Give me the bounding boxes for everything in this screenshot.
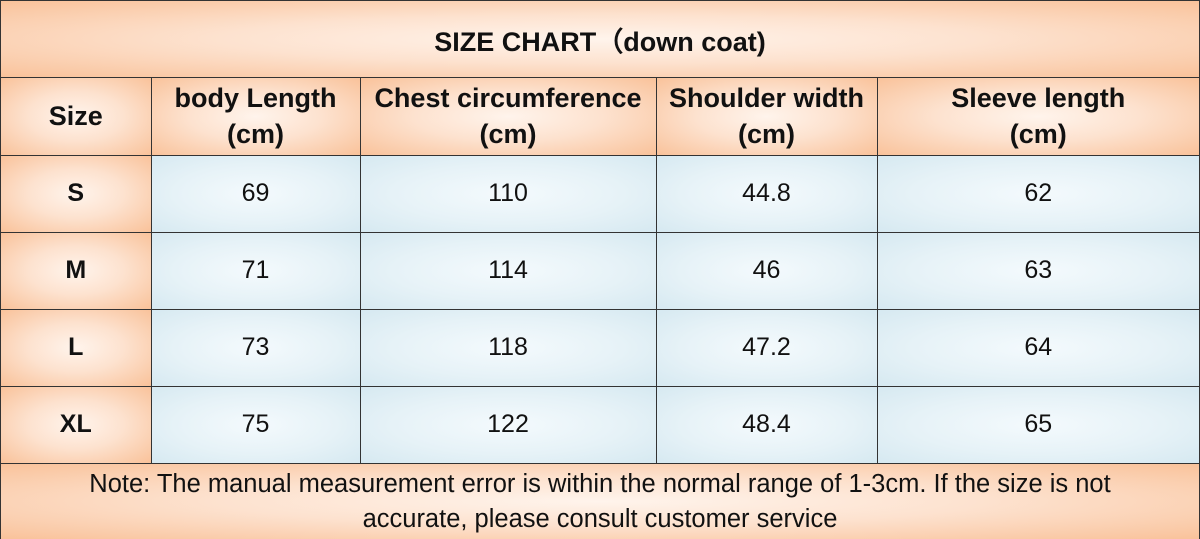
shoulder-cell: 46 [655, 231, 878, 310]
note-line-1: Note: The manual measurement error is wi… [89, 469, 1111, 498]
table-row: S 69 110 44.8 62 [1, 154, 1199, 233]
size-table: Size body Length (cm) Chest circumferenc… [1, 78, 1199, 464]
header-chest-unit: (cm) [479, 119, 537, 150]
header-sleeve: Sleeve length (cm) [876, 78, 1199, 156]
header-row: Size body Length (cm) Chest circumferenc… [1, 78, 1199, 156]
header-size: Size [1, 78, 152, 156]
chest-cell: 114 [359, 231, 657, 310]
sleeve-cell: 64 [876, 308, 1199, 387]
table-row: L 73 118 47.2 64 [1, 308, 1199, 387]
chest-cell: 118 [359, 308, 657, 387]
body-length-cell: 73 [150, 308, 361, 387]
chest-cell: 122 [359, 385, 657, 464]
header-body-length-label: body Length [174, 83, 337, 114]
header-body-length-unit: (cm) [226, 119, 284, 150]
header-chest-label: Chest circumference [374, 83, 642, 114]
size-cell: M [1, 231, 152, 310]
shoulder-cell: 47.2 [655, 308, 878, 387]
note-line-2: accurate, please consult customer servic… [362, 504, 838, 533]
sleeve-cell: 63 [876, 231, 1199, 310]
header-shoulder-unit: (cm) [737, 119, 795, 150]
size-cell: L [1, 308, 152, 387]
header-sleeve-unit: (cm) [1009, 119, 1067, 150]
header-sleeve-label: Sleeve length [951, 83, 1126, 114]
size-cell: S [1, 154, 152, 233]
measurement-note: Note: The manual measurement error is wi… [1, 463, 1199, 539]
chart-title: SIZE CHART（down coat) [1, 1, 1199, 78]
sleeve-cell: 62 [876, 154, 1199, 233]
table-row: M 71 114 46 63 [1, 231, 1199, 310]
shoulder-cell: 44.8 [655, 154, 878, 233]
body-length-cell: 69 [150, 154, 361, 233]
header-chest: Chest circumference (cm) [359, 78, 657, 156]
header-body-length: body Length (cm) [150, 78, 361, 156]
sleeve-cell: 65 [876, 385, 1199, 464]
body-length-cell: 71 [150, 231, 361, 310]
size-cell: XL [1, 385, 152, 464]
chest-cell: 110 [359, 154, 657, 233]
table-row: XL 75 122 48.4 65 [1, 385, 1199, 464]
header-shoulder: Shoulder width (cm) [655, 78, 878, 156]
shoulder-cell: 48.4 [655, 385, 878, 464]
header-shoulder-label: Shoulder width [669, 83, 864, 114]
body-length-cell: 75 [150, 385, 361, 464]
